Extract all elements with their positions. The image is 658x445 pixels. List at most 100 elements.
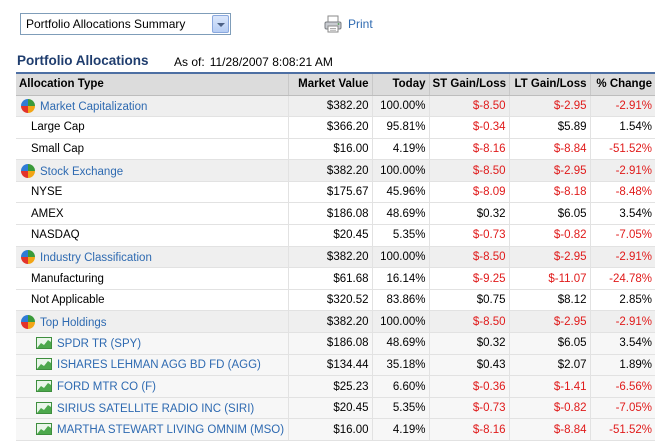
pct-change-cell: -2.91% (589, 310, 655, 334)
allocation-type-cell: Not Applicable (16, 289, 288, 312)
allocations-table: Allocation Type Market Value Today ST Ga… (16, 72, 655, 441)
today-cell: 35.18% (371, 354, 429, 377)
market-value-cell: $366.20 (287, 116, 372, 139)
st-gain-loss-cell: $0.75 (428, 289, 509, 312)
market-value-cell: $382.20 (287, 310, 372, 334)
line-chart-icon (36, 423, 52, 436)
pct-change-cell: -7.05% (589, 397, 655, 420)
lt-gain-loss-cell: $6.05 (508, 332, 590, 355)
lt-gain-loss-cell: $2.07 (508, 354, 590, 377)
table-row: AMEX $186.08 48.69% $0.32 $6.05 3.54% (16, 202, 655, 226)
view-select[interactable]: Portfolio Allocations Summary (20, 13, 231, 35)
today-cell: 5.35% (371, 224, 429, 247)
pie-chart-icon (21, 314, 35, 329)
market-value-cell: $382.20 (287, 95, 372, 118)
pct-change-cell: -51.52% (589, 418, 655, 441)
as-of-timestamp: 11/28/2007 8:08:21 AM (209, 55, 333, 69)
st-gain-loss-cell: $-9.25 (428, 267, 509, 290)
st-gain-loss-cell: $-0.36 (428, 375, 509, 398)
holding-row: FORD MTR CO (F) $25.23 6.60% $-0.36 $-1.41 -6… (16, 375, 655, 398)
st-gain-loss-cell: $0.32 (428, 332, 509, 355)
allocation-type-cell: FORD MTR CO (F) (16, 375, 288, 398)
chevron-down-icon[interactable] (212, 15, 229, 33)
view-select-value: Portfolio Allocations Summary (26, 17, 186, 31)
today-cell: 95.81% (371, 116, 429, 139)
allocation-type-cell: NYSE (16, 181, 288, 204)
lt-gain-loss-cell: $-11.07 (508, 267, 590, 290)
allocation-label: Not Applicable (31, 294, 105, 307)
today-cell: 48.69% (371, 202, 429, 226)
st-gain-loss-cell: $-8.16 (428, 138, 509, 161)
print-label[interactable]: Print (348, 17, 373, 31)
st-gain-loss-cell: $-8.16 (428, 418, 509, 441)
table-row: Not Applicable $320.52 83.86% $0.75 $8.12 2.8… (16, 289, 655, 312)
col-header-allocation-type: Allocation Type (16, 72, 288, 96)
market-value-cell: $186.08 (287, 332, 372, 355)
lt-gain-loss-cell: $-1.41 (508, 375, 590, 398)
lt-gain-loss-cell: $-0.82 (508, 224, 590, 247)
today-cell: 45.96% (371, 181, 429, 204)
group-link[interactable]: Top Holdings (40, 316, 107, 329)
holding-link[interactable]: SIRIUS SATELLITE RADIO INC (SIRI) (57, 402, 255, 415)
holding-link[interactable]: MARTHA STEWART LIVING OMNIM (MSO) (57, 424, 285, 437)
pct-change-cell: 3.54% (589, 332, 655, 355)
market-value-cell: $16.00 (287, 418, 372, 441)
today-cell: 5.35% (371, 397, 429, 420)
title-row: Portfolio Allocations As of: 11/28/2007 8… (17, 53, 657, 71)
st-gain-loss-cell: $0.43 (428, 354, 509, 377)
line-chart-icon (36, 401, 52, 414)
pct-change-cell: -24.78% (589, 267, 655, 290)
allocation-label: Manufacturing (31, 272, 104, 285)
allocation-type-cell: Industry Classification (16, 246, 288, 269)
allocation-type-cell: Small Cap (16, 138, 288, 161)
market-value-cell: $134.44 (287, 354, 372, 377)
st-gain-loss-cell: $-8.50 (428, 95, 509, 118)
today-cell: 4.19% (371, 138, 429, 161)
pie-chart-icon (21, 98, 35, 113)
page-title: Portfolio Allocations (17, 53, 149, 68)
today-cell: 100.00% (371, 246, 429, 269)
holding-row: ISHARES LEHMAN AGG BD FD (AGG) $134.44 35.… (16, 354, 655, 377)
lt-gain-loss-cell: $8.12 (508, 289, 590, 312)
group-link[interactable]: Market Capitalization (40, 100, 148, 113)
allocation-type-cell: Top Holdings (16, 310, 288, 334)
group-link[interactable]: Stock Exchange (40, 165, 124, 178)
allocation-label: NASDAQ (31, 229, 80, 242)
pct-change-cell: -2.91% (589, 246, 655, 269)
col-header-st-gain-loss: ST Gain/Loss (428, 72, 509, 96)
as-of: As of: 11/28/2007 8:08:21 AM (174, 55, 333, 69)
allocation-label: NYSE (31, 186, 63, 199)
st-gain-loss-cell: $-0.73 (428, 397, 509, 420)
pct-change-cell: -51.52% (589, 138, 655, 161)
market-value-cell: $382.20 (287, 159, 372, 182)
pct-change-cell: 2.85% (589, 289, 655, 312)
lt-gain-loss-cell: $-8.84 (508, 418, 590, 441)
lt-gain-loss-cell: $-2.95 (508, 159, 590, 182)
table-row: Manufacturing $61.68 16.14% $-9.25 $-11.07 -2… (16, 267, 655, 290)
lt-gain-loss-cell: $-8.84 (508, 138, 590, 161)
holding-link[interactable]: FORD MTR CO (F) (57, 381, 157, 394)
allocation-type-cell: ISHARES LEHMAN AGG BD FD (AGG) (16, 354, 288, 377)
col-header-today: Today (371, 72, 429, 96)
today-cell: 6.60% (371, 375, 429, 398)
pct-change-cell: -8.48% (589, 181, 655, 204)
lt-gain-loss-cell: $-2.95 (508, 246, 590, 269)
group-link[interactable]: Industry Classification (40, 251, 152, 264)
line-chart-icon (36, 380, 52, 393)
market-value-cell: $20.45 (287, 224, 372, 247)
holding-row: MARTHA STEWART LIVING OMNIM (MSO) $16.00 4… (16, 418, 655, 441)
pct-change-cell: 1.89% (589, 354, 655, 377)
line-chart-icon (36, 358, 52, 371)
lt-gain-loss-cell: $-8.18 (508, 181, 590, 204)
col-header-pct-change: % Change (589, 72, 655, 96)
line-chart-icon (36, 336, 52, 349)
group-row: Market Capitalization $382.20 100.00% $-8.5… (16, 95, 655, 118)
allocation-type-cell: Large Cap (16, 116, 288, 139)
pct-change-cell: 1.54% (589, 116, 655, 139)
market-value-cell: $382.20 (287, 246, 372, 269)
holding-link[interactable]: ISHARES LEHMAN AGG BD FD (AGG) (57, 359, 261, 372)
lt-gain-loss-cell: $-2.95 (508, 95, 590, 118)
today-cell: 4.19% (371, 418, 429, 441)
holding-link[interactable]: SPDR TR (SPY) (57, 337, 142, 350)
lt-gain-loss-cell: $6.05 (508, 202, 590, 226)
